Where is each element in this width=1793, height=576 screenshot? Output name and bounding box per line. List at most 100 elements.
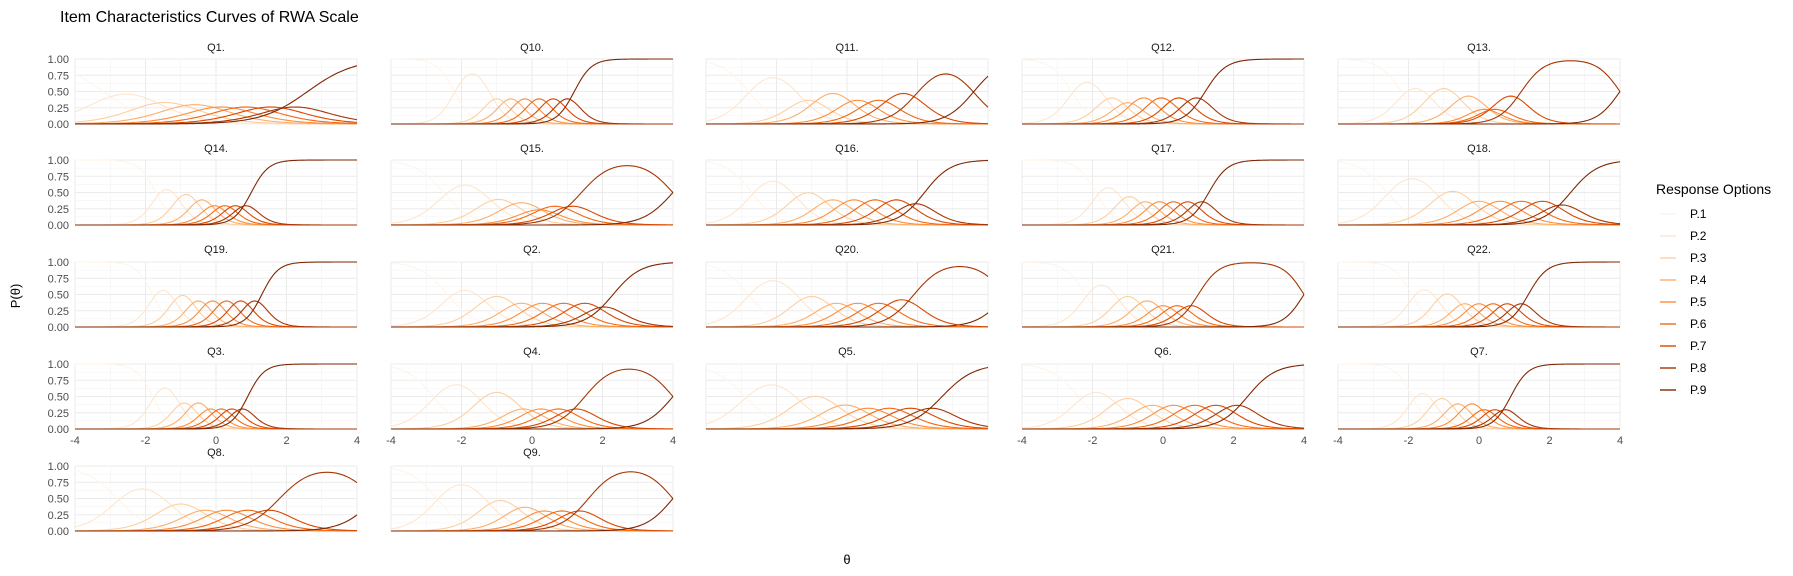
panel-title: Q3. xyxy=(207,346,225,358)
y-tick-label: 0.00 xyxy=(48,424,69,436)
facet-panel: Q17. xyxy=(1021,143,1305,226)
legend-item: P.2 xyxy=(1660,229,1707,243)
legend-item: P.8 xyxy=(1660,361,1707,375)
icc-curve-p9 xyxy=(1022,294,1305,328)
icc-curve-p9 xyxy=(75,261,357,328)
y-axis-label: P(θ) xyxy=(8,284,23,309)
facet-panel: Q13. xyxy=(1337,42,1621,125)
panel-title: Q13. xyxy=(1467,42,1491,54)
icc-curve-p9 xyxy=(75,159,357,226)
panel-title: Q16. xyxy=(835,143,859,155)
legend-label: P.4 xyxy=(1690,273,1707,287)
facet-panel: Q16. xyxy=(705,143,989,226)
icc-curve-p9 xyxy=(706,75,989,125)
x-tick-label: 2 xyxy=(283,435,289,447)
facet-panel: Q8. 0.00 0.25 0.50 0.75 1.00 xyxy=(48,447,358,538)
panel-title: Q17. xyxy=(1151,143,1175,155)
facet-panel: Q19. 0.00 0.25 0.50 0.75 1.00 xyxy=(48,244,358,334)
y-tick-label: 1.00 xyxy=(48,461,69,473)
x-tick-label: -2 xyxy=(1404,435,1414,447)
y-tick-label: 0.75 xyxy=(48,171,69,183)
facet-panel: Q5. xyxy=(705,346,989,430)
x-tick-label: 2 xyxy=(1546,435,1552,447)
facet-panels: Q1. 0.00 0.25 0.50 0.75 1.00 Q10. Q11. Q12. Q13. Q… xyxy=(48,42,1623,538)
icc-curve-p9 xyxy=(75,514,358,532)
icc-curve-p9 xyxy=(391,192,674,226)
x-tick-label: -2 xyxy=(457,435,467,447)
facet-panel: Q12. xyxy=(1021,42,1305,125)
panel-title: Q18. xyxy=(1467,143,1491,155)
chart-title: Item Characteristics Curves of RWA Scale xyxy=(60,9,359,26)
icc-curve-p9 xyxy=(1338,363,1620,430)
x-tick-label: -2 xyxy=(1088,435,1098,447)
panel-title: Q1. xyxy=(207,42,225,54)
legend-item: P.6 xyxy=(1660,317,1707,331)
facet-panel: Q21. xyxy=(1021,244,1305,328)
y-tick-label: 1.00 xyxy=(48,155,69,167)
facet-panel: Q1. 0.00 0.25 0.50 0.75 1.00 xyxy=(48,42,358,131)
panel-title: Q2. xyxy=(523,244,541,256)
facet-panel: Q11. xyxy=(705,42,989,125)
x-tick-label: 4 xyxy=(1617,435,1623,447)
panel-title: Q5. xyxy=(838,346,856,358)
legend-label: P.5 xyxy=(1690,295,1707,309)
icc-curve-p9 xyxy=(1338,161,1621,226)
legend: Response Options P.1 P.2 P.3 P.4 P.5 P.6 P.7 P.… xyxy=(1656,181,1771,397)
legend-label: P.7 xyxy=(1690,339,1707,353)
y-tick-label: 0.25 xyxy=(48,103,69,115)
facet-panel: Q10. xyxy=(390,42,674,125)
panel-title: Q14. xyxy=(204,143,228,155)
y-tick-label: 0.50 xyxy=(48,494,69,506)
facet-panel: Q6. -4 -2 0 2 4 xyxy=(1017,346,1307,447)
panel-title: Q10. xyxy=(520,42,544,54)
legend-label: P.1 xyxy=(1690,207,1707,221)
y-tick-label: 0.75 xyxy=(48,477,69,489)
panel-title: Q21. xyxy=(1151,244,1175,256)
x-tick-label: -4 xyxy=(1017,435,1027,447)
x-tick-label: -4 xyxy=(70,435,80,447)
y-tick-label: 0.25 xyxy=(48,306,69,318)
panel-title: Q8. xyxy=(207,447,225,459)
facet-panel: Q2. xyxy=(390,244,674,328)
icc-curve-p9 xyxy=(1022,58,1305,125)
panel-title: Q20. xyxy=(835,244,859,256)
facet-panel: Q3. 0.00 0.25 0.50 0.75 1.00 -4 -2 0 2 4 xyxy=(48,346,360,447)
icc-curve-p9 xyxy=(391,498,674,532)
icc-curve-p9 xyxy=(391,58,673,125)
x-tick-label: 0 xyxy=(529,435,535,447)
y-tick-label: 0.00 xyxy=(48,119,69,131)
icc-curve-p4 xyxy=(74,104,358,125)
icc-curve-p9 xyxy=(75,363,357,430)
icc-curve-p9 xyxy=(391,396,674,430)
x-axis-label: θ xyxy=(843,552,850,567)
x-tick-label: -2 xyxy=(141,435,151,447)
x-tick-label: 0 xyxy=(213,435,219,447)
facet-panel: Q9. xyxy=(390,447,674,532)
y-tick-label: 0.25 xyxy=(48,204,69,216)
x-tick-label: 2 xyxy=(1230,435,1236,447)
x-tick-label: 0 xyxy=(1476,435,1482,447)
x-tick-label: 4 xyxy=(670,435,676,447)
legend-label: P.3 xyxy=(1690,251,1707,265)
y-tick-label: 0.75 xyxy=(48,70,69,82)
legend-label: P.9 xyxy=(1690,383,1707,397)
facet-panel: Q14. 0.00 0.25 0.50 0.75 1.00 xyxy=(48,143,358,232)
x-tick-label: 4 xyxy=(354,435,360,447)
facet-panel: Q7. -4 -2 0 2 4 xyxy=(1333,346,1623,447)
y-tick-label: 0.00 xyxy=(48,322,69,334)
icc-curve-p9 xyxy=(706,312,989,328)
x-tick-label: -4 xyxy=(1333,435,1343,447)
facet-panel: Q15. xyxy=(390,143,674,226)
legend-item: P.5 xyxy=(1660,295,1707,309)
panel-title: Q9. xyxy=(523,447,541,459)
legend-item: P.9 xyxy=(1660,383,1707,397)
y-tick-label: 0.50 xyxy=(48,188,69,200)
x-tick-label: 2 xyxy=(599,435,605,447)
legend-label: P.6 xyxy=(1690,317,1707,331)
facet-panel: Q18. xyxy=(1337,143,1621,226)
x-tick-label: -4 xyxy=(386,435,396,447)
y-tick-label: 0.25 xyxy=(48,510,69,522)
legend-item: P.4 xyxy=(1660,273,1707,287)
y-tick-label: 0.50 xyxy=(48,392,69,404)
y-tick-label: 0.00 xyxy=(48,526,69,538)
